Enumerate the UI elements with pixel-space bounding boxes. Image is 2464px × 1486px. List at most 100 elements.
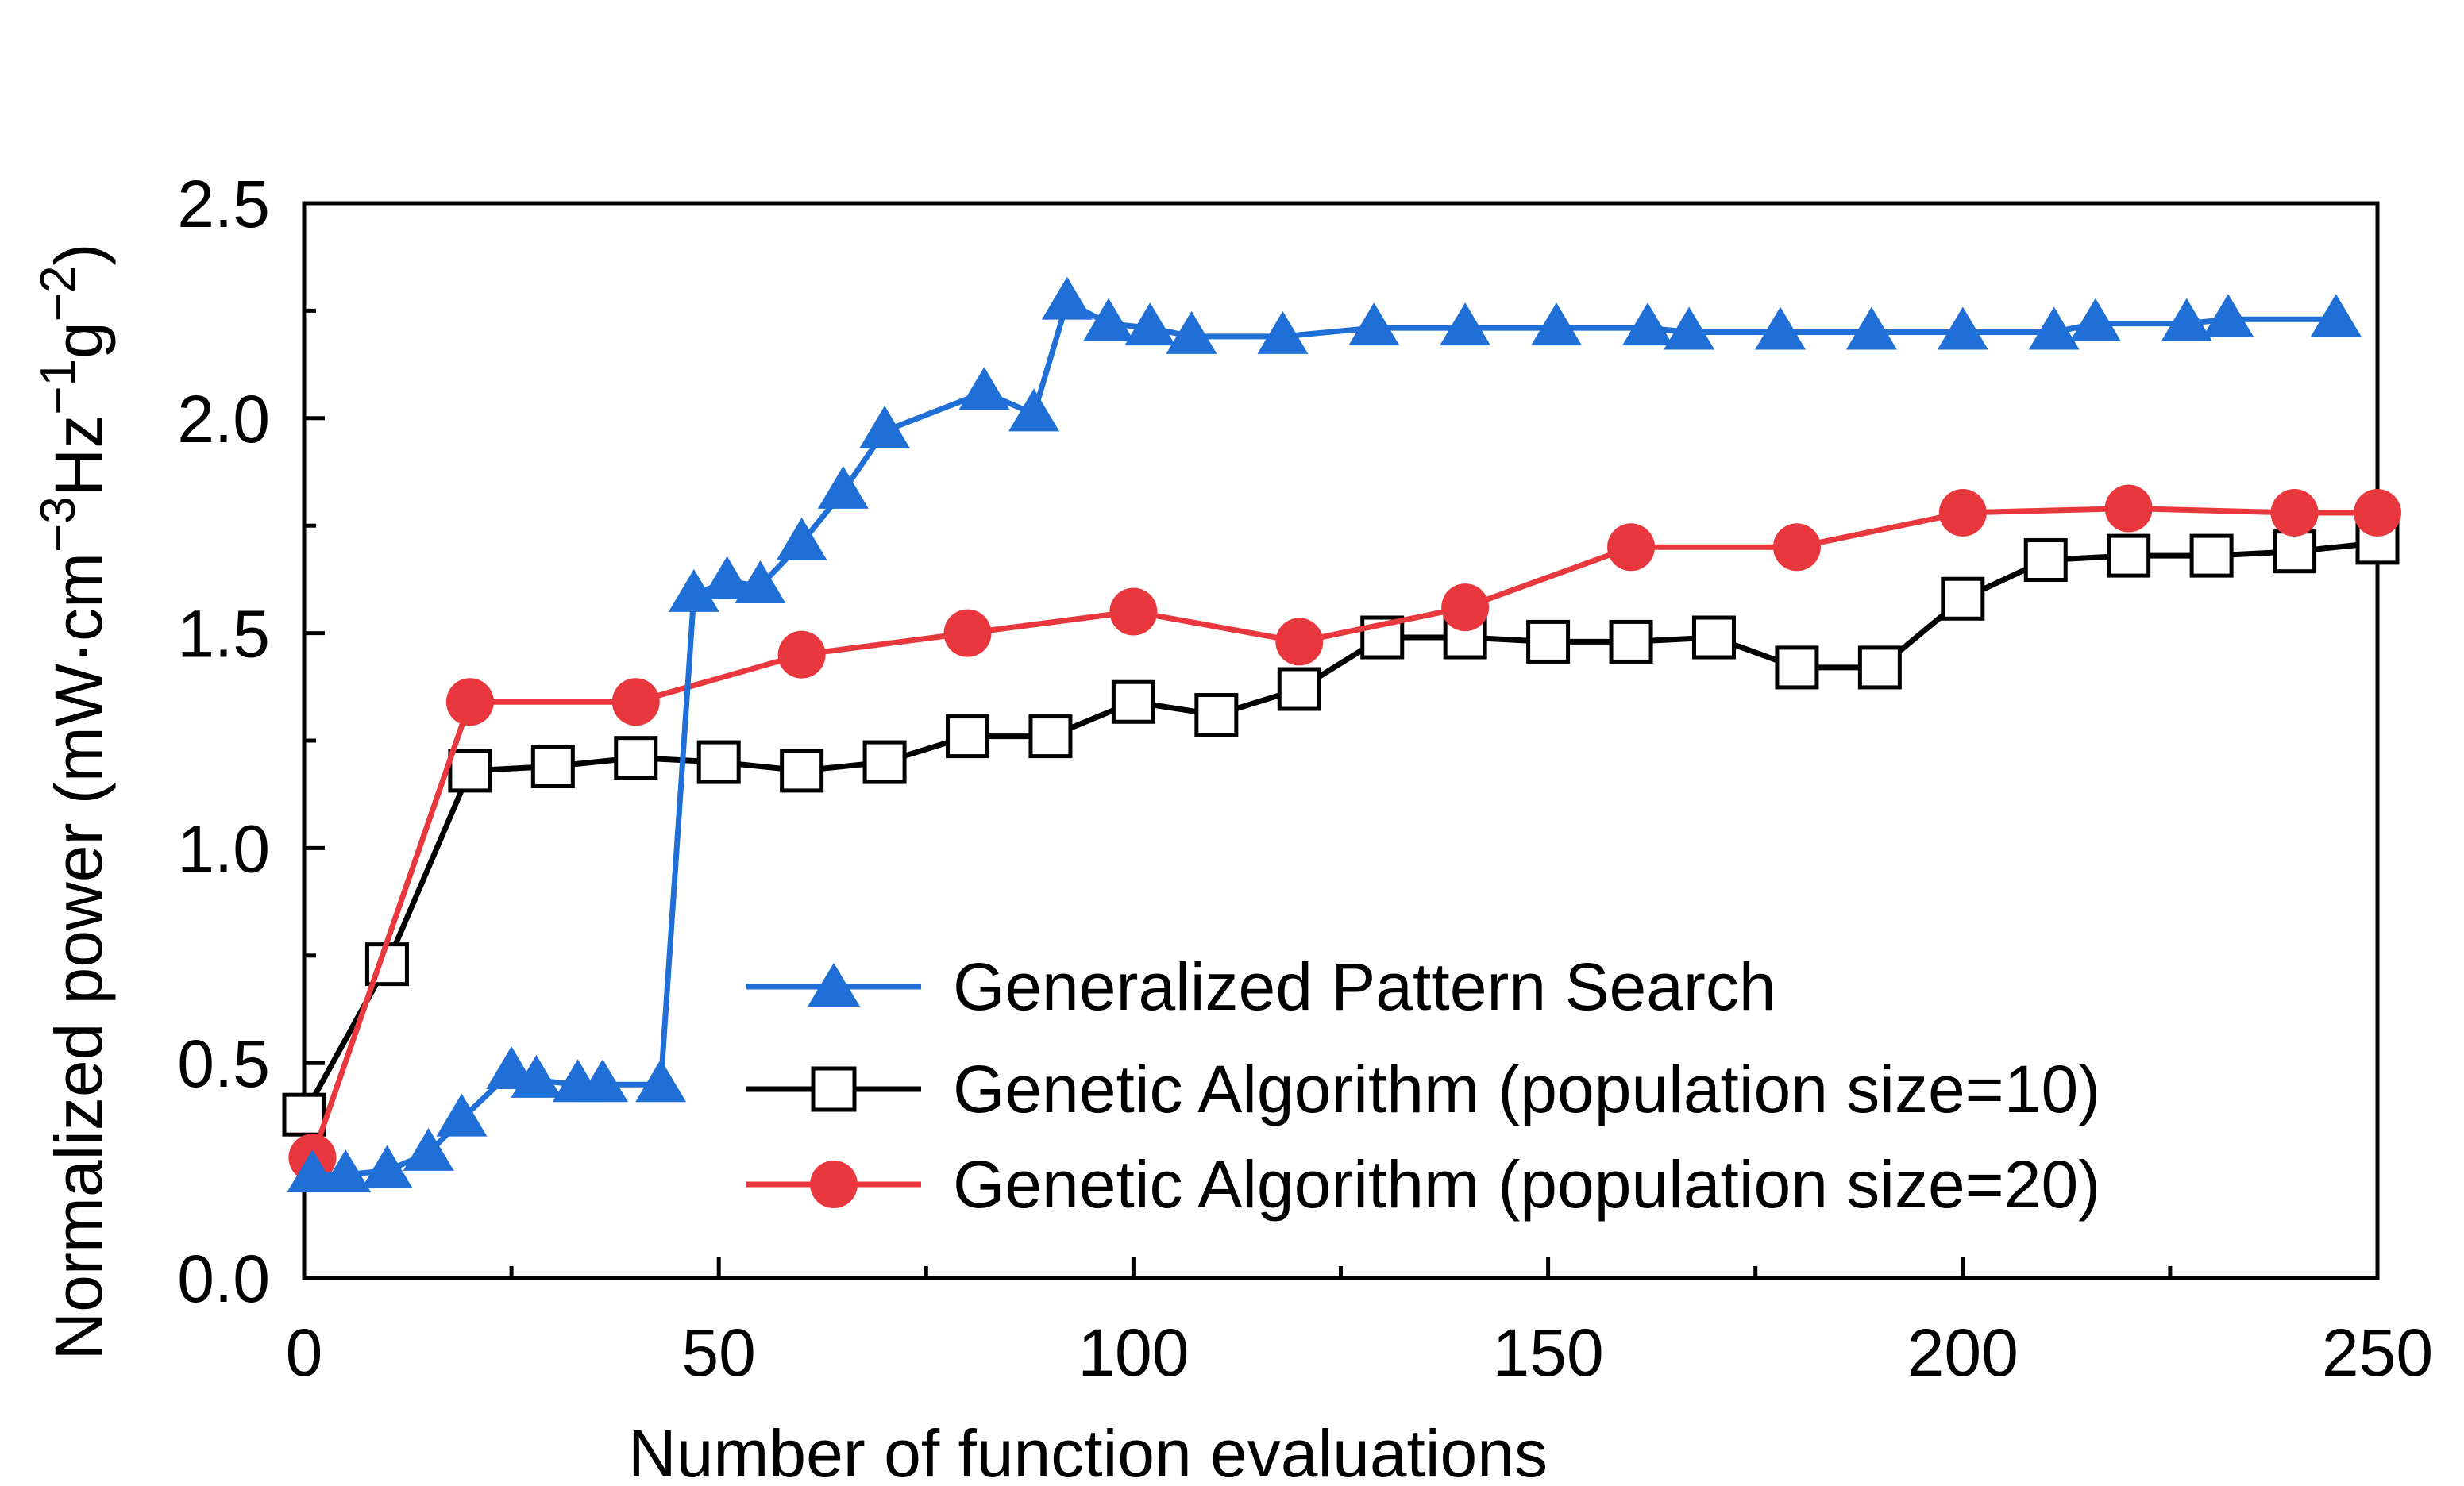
data-point-triangle <box>735 560 786 604</box>
data-point-square <box>282 1092 326 1137</box>
y-axis-title-sup-1: −3 <box>31 496 86 552</box>
y-axis-title-g: g <box>41 321 116 359</box>
data-point-circle <box>1109 587 1158 636</box>
data-point-square <box>1941 576 1985 621</box>
data-point-square <box>2023 538 2068 583</box>
legend-triangle-marker <box>808 963 860 1007</box>
data-point-circle <box>1938 488 1987 537</box>
data-point-triangle <box>1257 310 1309 354</box>
data-point-triangle <box>1845 306 1897 350</box>
data-point-triangle <box>1166 310 1217 354</box>
data-point-square <box>614 736 658 780</box>
y-tick-label: 0.5 <box>177 1026 270 1101</box>
data-point-triangle <box>2203 294 2254 337</box>
data-point-triangle <box>1755 306 1807 350</box>
data-point-square <box>1194 693 1239 737</box>
data-point-square <box>2107 533 2151 578</box>
data-point-triangle <box>361 1145 413 1188</box>
data-point-triangle <box>1124 302 1176 346</box>
data-point-circle <box>1607 523 1656 572</box>
x-axis-ticks: 0 50 100 150 200 250 <box>286 1257 2433 1390</box>
data-point-triangle <box>287 1149 338 1193</box>
data-point-circle <box>445 678 494 726</box>
data-point-circle <box>777 630 826 679</box>
legend-item-ga20: Genetic Algorithm (population size=20) <box>746 1147 2100 1222</box>
y-tick-label: 1.0 <box>177 811 270 886</box>
data-point-square <box>1111 679 1155 724</box>
x-tick-label: 150 <box>1493 1315 1604 1390</box>
data-point-triangle <box>1664 306 1715 350</box>
series-0 <box>287 276 2362 1193</box>
series-line <box>301 540 2378 1116</box>
y-axis-title: Normalized power (mW·cm−3Hz−1g−2) <box>31 244 116 1361</box>
x-tick-label: 0 <box>286 1315 323 1390</box>
data-point-square <box>530 744 575 788</box>
data-point-square <box>862 740 907 784</box>
data-point-triangle <box>958 367 1010 410</box>
legend-label-gps: Generalized Pattern Search <box>953 949 1776 1024</box>
data-point-triangle <box>668 568 719 612</box>
y-axis-ticks: 0.0 0.5 1.0 1.5 2.0 2.5 <box>177 167 325 1316</box>
data-point-square <box>1857 645 1902 690</box>
y-tick-label: 2.5 <box>177 167 270 241</box>
data-point-circle <box>1441 583 1490 632</box>
data-point-circle <box>611 678 660 726</box>
legend-item-ga10: Genetic Algorithm (population size=10) <box>746 1052 2100 1126</box>
data-point-triangle <box>1621 302 1673 346</box>
data-point-circle <box>2354 488 2401 537</box>
y-axis-title-hz: Hz <box>41 415 116 497</box>
data-point-triangle <box>1937 306 1988 350</box>
data-point-square <box>1526 619 1571 664</box>
data-point-triangle <box>2028 306 2080 350</box>
legend-circle-marker <box>810 1161 858 1208</box>
data-point-square <box>1775 645 1819 690</box>
data-point-triangle <box>1008 388 1060 432</box>
data-point-triangle <box>776 517 827 560</box>
data-point-square <box>780 749 824 793</box>
data-point-triangle <box>1531 302 1583 346</box>
y-axis-title-sup-2: −1 <box>31 359 86 415</box>
legend: Generalized Pattern Search Genetic Algor… <box>746 949 2100 1222</box>
legend-label-ga10: Genetic Algorithm (population size=10) <box>953 1052 2100 1126</box>
y-tick-label: 0.0 <box>177 1242 270 1316</box>
data-point-triangle <box>320 1149 372 1193</box>
data-point-triangle <box>2069 298 2121 341</box>
x-tick-label: 50 <box>681 1315 755 1390</box>
data-point-triangle <box>2161 298 2212 341</box>
x-tick-label: 200 <box>1907 1315 2019 1390</box>
data-point-triangle <box>511 1054 562 1098</box>
data-point-triangle <box>403 1127 454 1171</box>
data-point-triangle <box>859 406 911 449</box>
data-point-circle <box>2104 484 2153 533</box>
data-point-triangle <box>436 1093 488 1137</box>
data-point-circle <box>2270 488 2319 537</box>
x-tick-label: 100 <box>1078 1315 1189 1390</box>
data-point-triangle <box>1041 276 1093 320</box>
x-axis-title: Number of function evaluations <box>628 1416 1548 1486</box>
legend-label-ga20: Genetic Algorithm (population size=20) <box>953 1147 2100 1222</box>
data-point-square <box>696 740 741 784</box>
data-point-square <box>2273 529 2317 574</box>
legend-square-marker <box>811 1066 857 1112</box>
data-point-triangle <box>1083 298 1135 341</box>
data-point-triangle <box>2310 294 2362 337</box>
y-axis-title-close: ) <box>41 244 116 266</box>
data-point-square <box>2189 533 2234 578</box>
series-line <box>310 506 2377 1159</box>
data-point-triangle <box>635 1059 687 1103</box>
data-point-square <box>448 749 492 793</box>
data-point-square <box>946 714 990 759</box>
y-tick-label: 1.5 <box>177 597 270 672</box>
data-point-square <box>1691 615 1736 660</box>
series-layer <box>282 276 2401 1193</box>
legend-item-gps: Generalized Pattern Search <box>746 949 1776 1024</box>
data-point-triangle <box>1440 302 1491 346</box>
data-point-triangle <box>1348 302 1400 346</box>
y-tick-label: 2.0 <box>177 382 270 456</box>
data-point-square <box>1609 619 1653 664</box>
data-point-circle <box>1772 523 1821 572</box>
data-point-triangle <box>817 465 869 509</box>
y-axis-title-sup-3: −2 <box>31 266 86 322</box>
y-axis-title-main: Normalized power (mW·cm <box>41 552 116 1360</box>
